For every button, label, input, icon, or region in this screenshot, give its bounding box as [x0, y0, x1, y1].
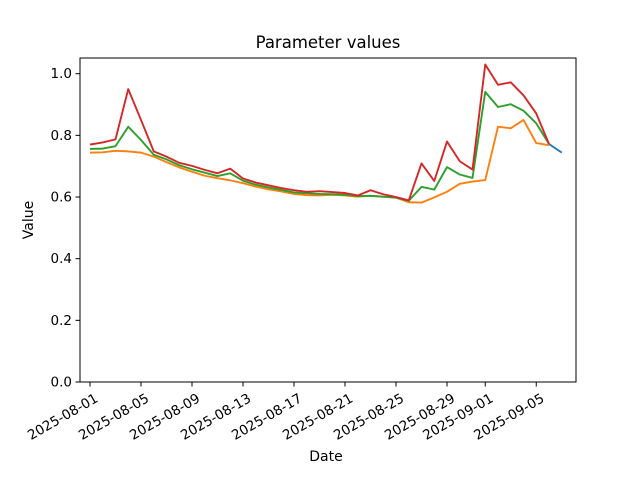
series-red [89, 63, 550, 202]
y-tick-label: 0.2 [51, 313, 72, 329]
y-tick-label: 0.4 [51, 251, 72, 267]
series-green [89, 90, 550, 202]
series-orange [89, 118, 550, 204]
plot-frame [79, 57, 577, 383]
chart-title: Parameter values [256, 33, 401, 52]
series-blue [548, 143, 563, 154]
y-tick-label: 0.0 [51, 375, 72, 391]
y-tick-label: 0.8 [51, 128, 72, 144]
y-axis-label: Value [21, 201, 37, 239]
y-tick-label: 0.6 [51, 190, 72, 206]
x-axis-label: Date [309, 449, 342, 465]
y-tick-label: 1.0 [51, 66, 72, 82]
